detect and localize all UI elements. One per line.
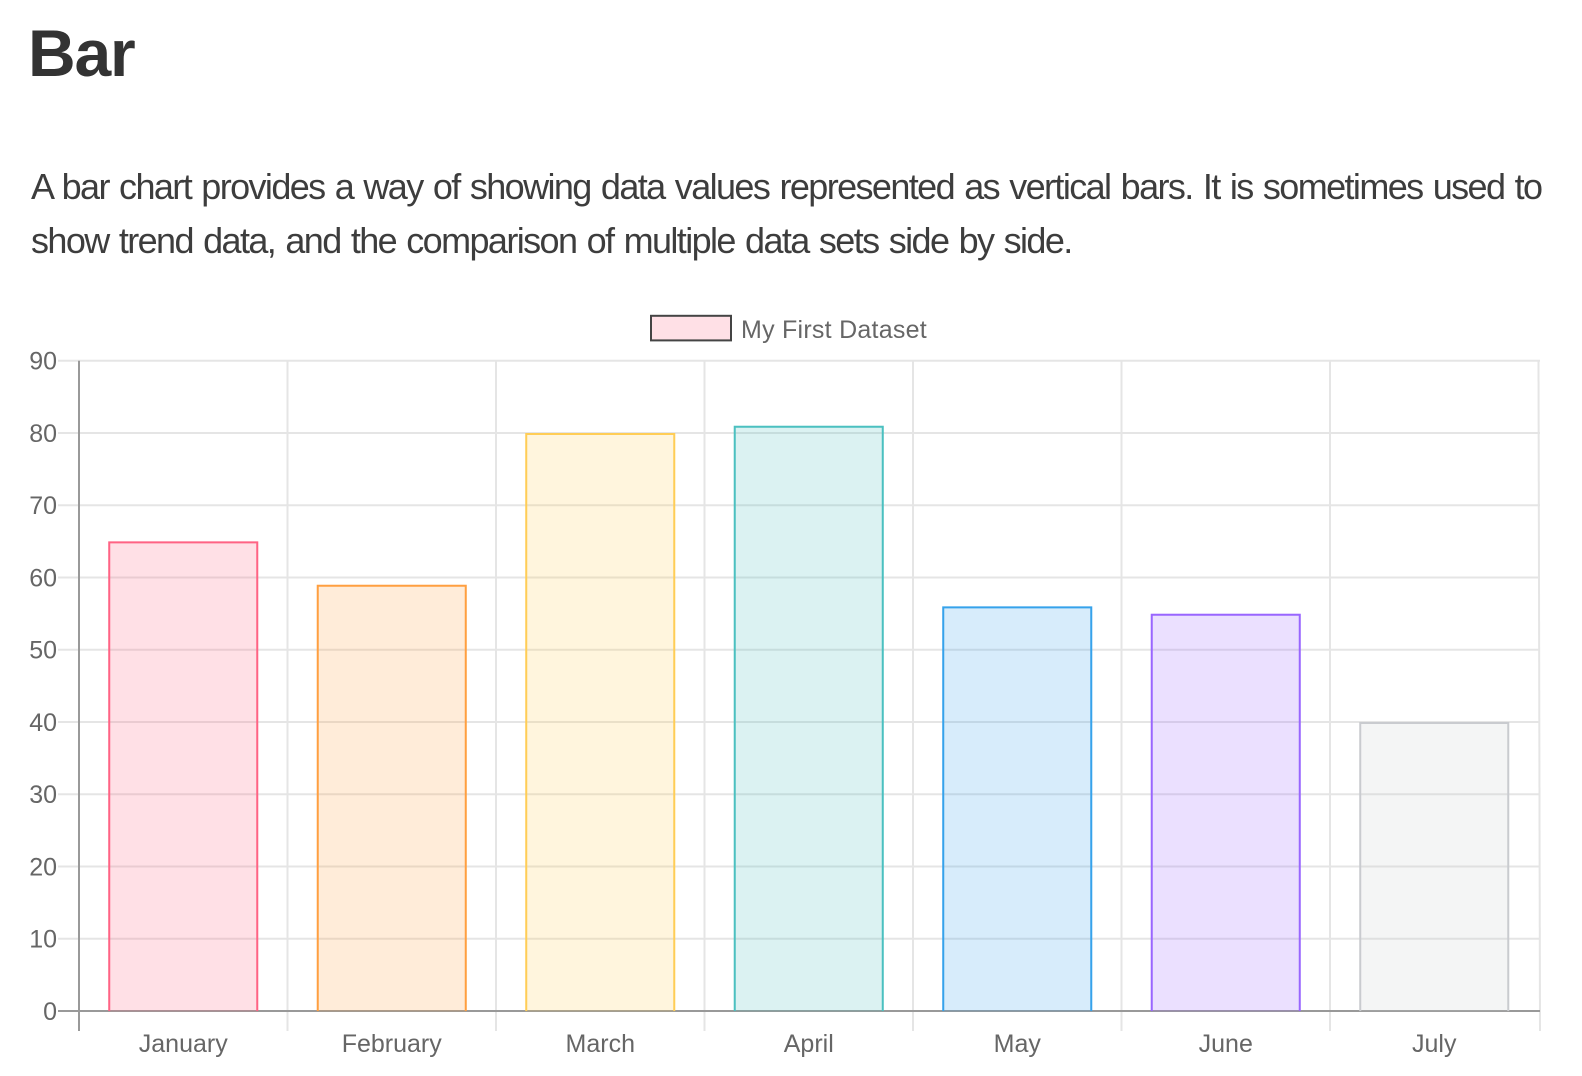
svg-text:30: 30 [29,781,57,809]
svg-text:80: 80 [29,420,57,448]
svg-text:January: January [139,1030,228,1058]
svg-text:February: February [342,1030,443,1058]
svg-text:10: 10 [29,926,57,954]
svg-text:My First Dataset: My First Dataset [741,316,927,344]
svg-text:70: 70 [29,492,57,520]
svg-text:40: 40 [29,709,57,737]
svg-text:0: 0 [43,998,57,1026]
svg-text:20: 20 [29,853,57,881]
svg-text:50: 50 [29,637,57,665]
svg-text:60: 60 [29,564,57,592]
svg-text:90: 90 [29,348,57,376]
svg-text:March: March [566,1030,635,1058]
svg-text:April: April [784,1030,834,1058]
svg-text:June: June [1199,1030,1253,1058]
svg-text:July: July [1412,1030,1457,1058]
svg-text:May: May [994,1030,1042,1058]
